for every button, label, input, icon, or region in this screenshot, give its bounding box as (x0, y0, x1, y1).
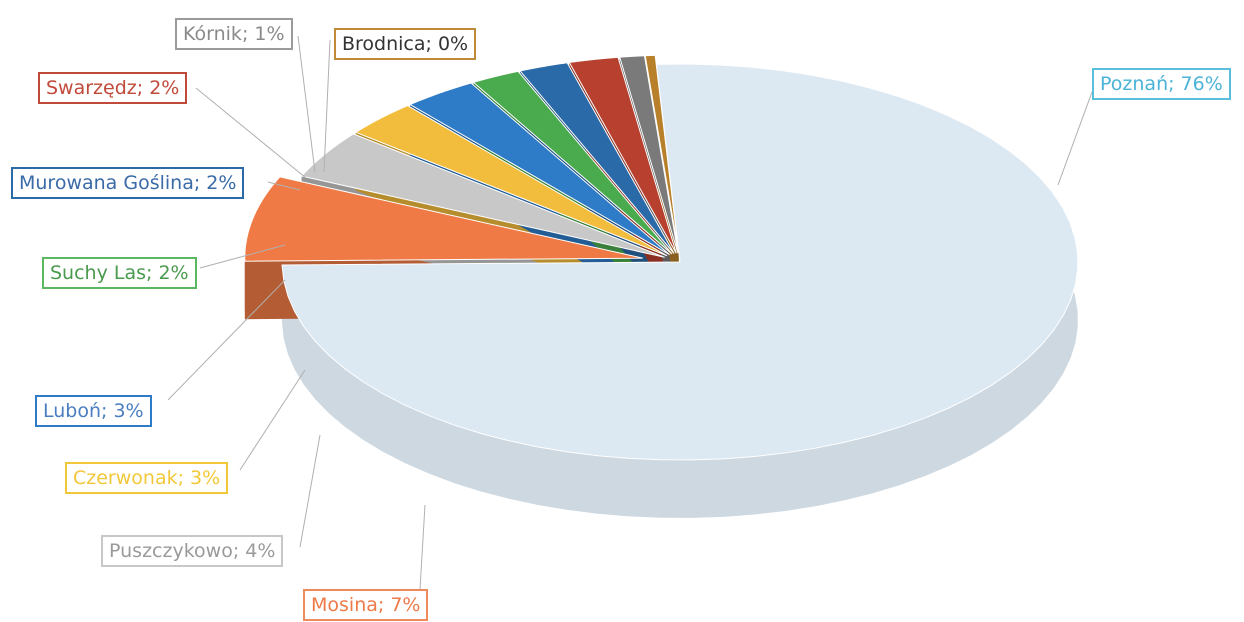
leader-line (239, 369, 306, 471)
leader-line (299, 434, 321, 548)
slice-label-murowana-goslina: Murowana Goślina; 2% (11, 167, 245, 199)
slice (281, 63, 1079, 461)
slice (568, 56, 677, 254)
slice (354, 105, 668, 257)
slice-label-suchy-las: Suchy Las; 2% (42, 257, 197, 289)
slice-label-brodnica: Brodnica; 0% (334, 28, 477, 60)
slice (519, 62, 675, 254)
leader-line (1057, 91, 1093, 186)
leader-line (267, 181, 301, 191)
slice-label-kornik: Kórnik; 1% (175, 18, 293, 50)
leader-line (323, 39, 331, 173)
slice-label-swarzedz: Swarzędz; 2% (38, 72, 188, 104)
leader-line (199, 244, 286, 269)
pie-tops (244, 54, 1079, 461)
slice-label-lubon: Luboń; 3% (35, 395, 152, 427)
slice (472, 70, 673, 255)
leader-line (419, 504, 426, 590)
slice (244, 176, 643, 262)
slice-label-poznan: Poznań; 76% (1092, 68, 1231, 100)
slice (619, 55, 679, 254)
slice (409, 82, 670, 256)
slice-label-mosina: Mosina; 7% (303, 589, 429, 621)
leader-line (297, 35, 316, 173)
slice-label-czerwonak: Czerwonak; 3% (65, 462, 229, 494)
slice-label-puszczykowo: Puszczykowo; 4% (101, 535, 284, 567)
slice (644, 54, 680, 254)
leader-line (167, 279, 286, 401)
leader-line (195, 87, 307, 179)
